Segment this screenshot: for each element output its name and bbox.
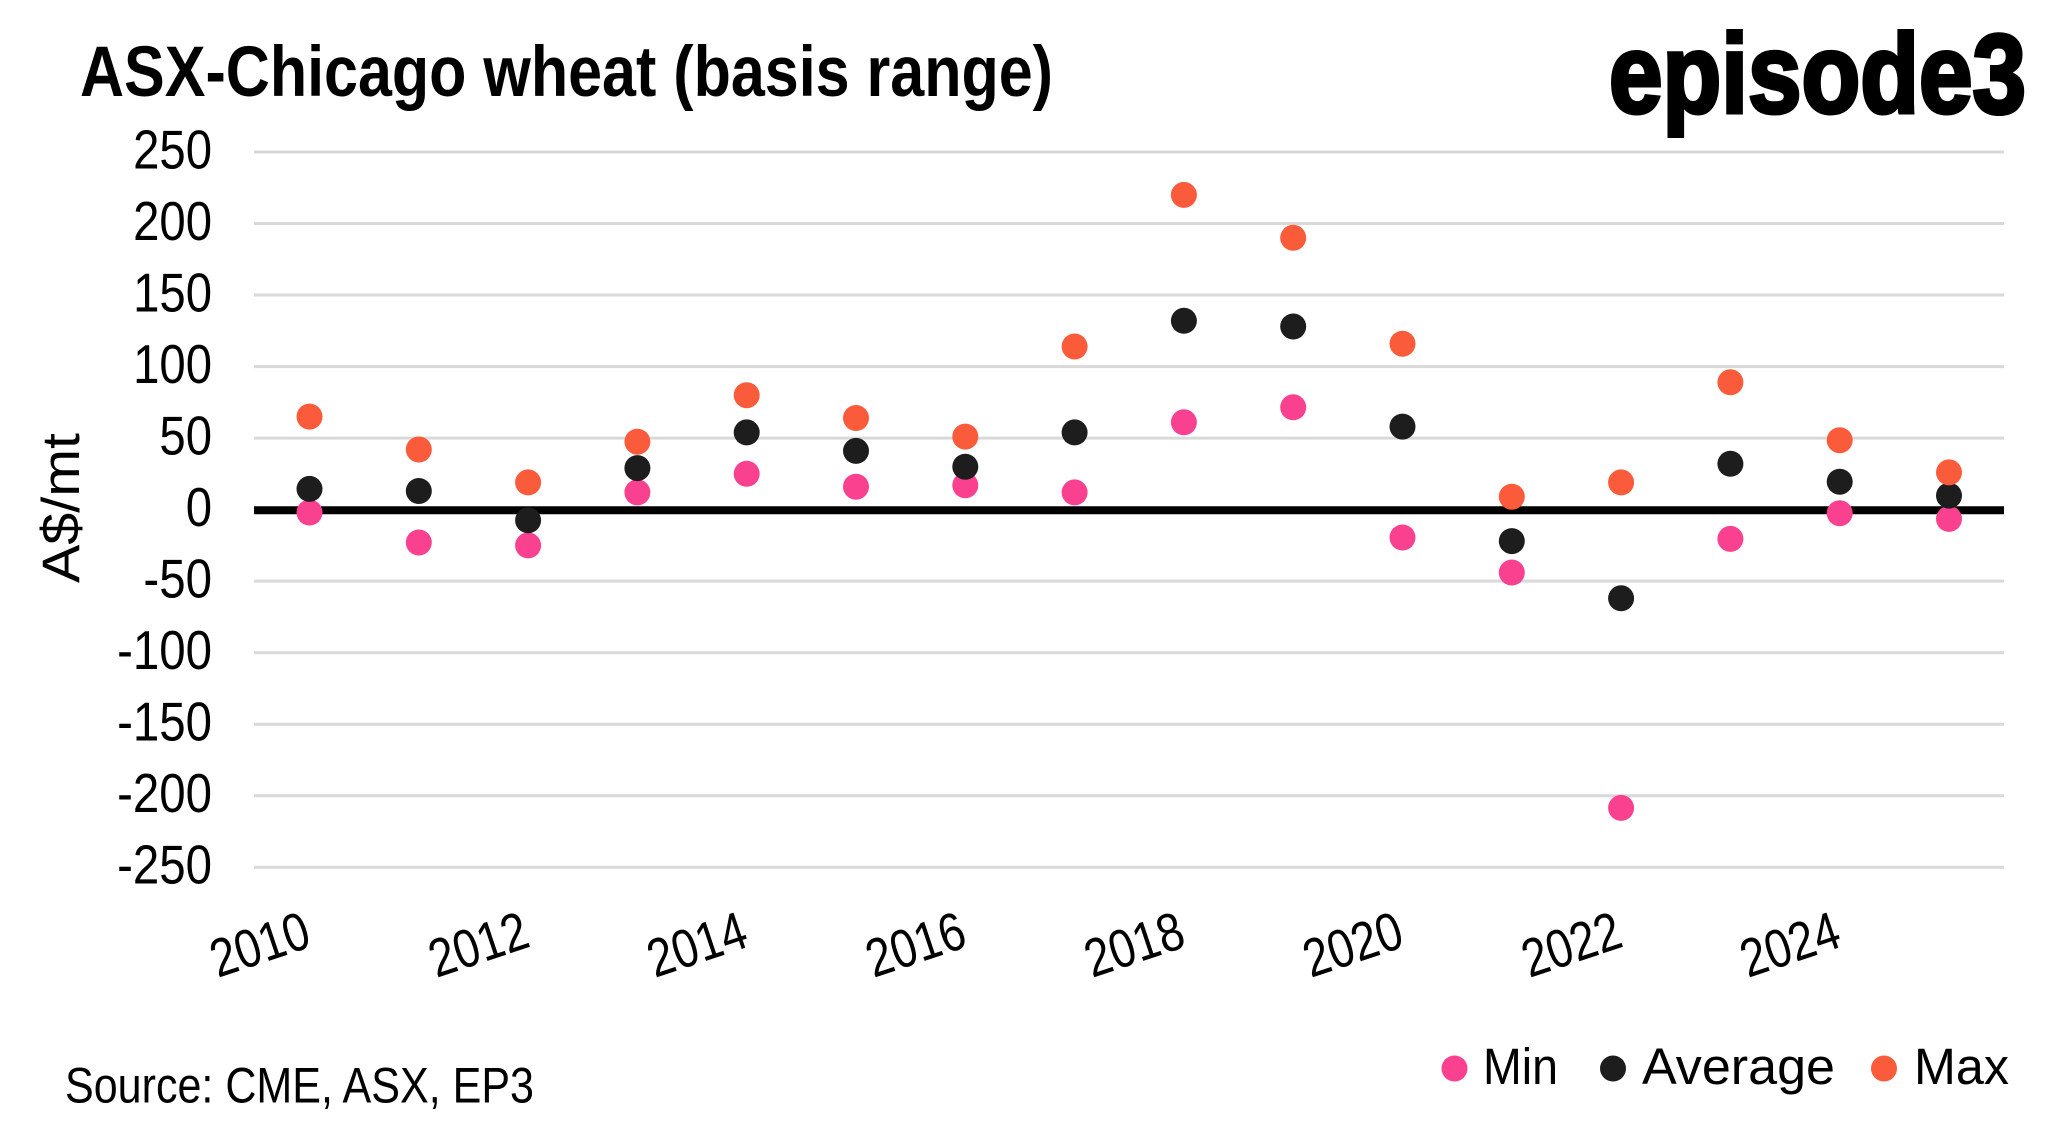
svg-text:Min: Min — [1483, 1038, 1558, 1095]
svg-text:-250: -250 — [117, 835, 212, 896]
svg-text:-200: -200 — [117, 763, 212, 824]
svg-text:Source: CME, ASX, EP3: Source: CME, ASX, EP3 — [65, 1058, 534, 1114]
svg-text:50: 50 — [159, 405, 212, 466]
svg-text:Max: Max — [1914, 1038, 2009, 1095]
svg-text:Average: Average — [1642, 1038, 1835, 1095]
svg-text:150: 150 — [133, 262, 212, 323]
svg-text:100: 100 — [133, 334, 212, 395]
svg-text:-50: -50 — [143, 548, 212, 609]
svg-text:0: 0 — [186, 477, 212, 538]
svg-text:-150: -150 — [117, 692, 212, 753]
svg-text:-100: -100 — [117, 620, 212, 681]
svg-text:250: 250 — [133, 119, 212, 180]
svg-text:ASX-Chicago wheat (basis range: ASX-Chicago wheat (basis range) — [80, 33, 1053, 112]
svg-text:episode3: episode3 — [1609, 12, 2026, 137]
svg-text:A$/mt: A$/mt — [32, 433, 91, 583]
svg-text:200: 200 — [133, 191, 212, 252]
